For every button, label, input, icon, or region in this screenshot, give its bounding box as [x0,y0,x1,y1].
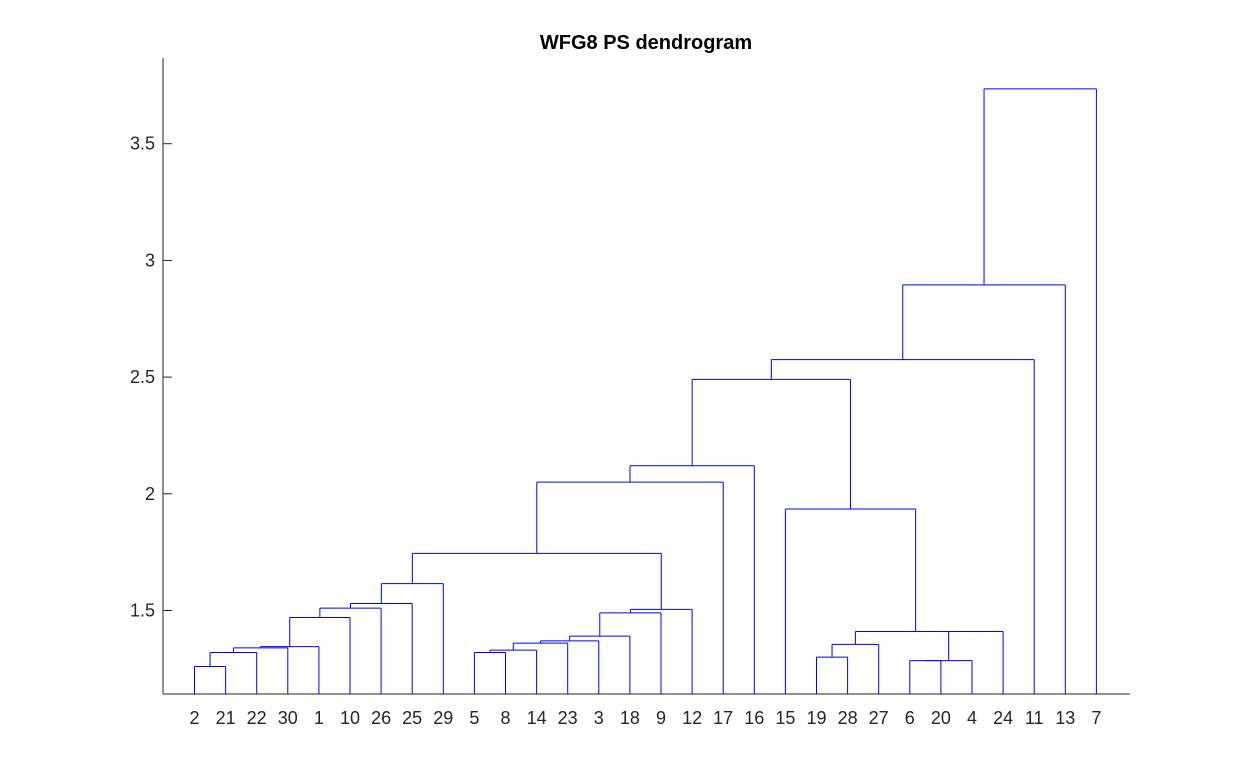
x-tick-label: 7 [1091,708,1101,728]
dendrogram-links [194,88,1097,694]
x-tick-label: 23 [558,708,578,728]
x-tick-label: 18 [620,708,640,728]
x-tick-label: 16 [744,708,764,728]
x-tick-label: 30 [278,708,298,728]
x-tick-label: 27 [869,708,889,728]
x-tick-label: 10 [340,708,360,728]
x-tick-label: 3 [594,708,604,728]
y-tick-labels: 1.5 2 2.5 3 3.5 [130,134,172,621]
chart-title: WFG8 PS dendrogram [540,32,752,54]
x-tick-label: 2 [189,708,199,728]
x-tick-label: 26 [371,708,391,728]
x-tick-label: 11 [1025,708,1044,728]
x-tick-label: 4 [967,708,977,728]
x-tick-label: 29 [433,708,453,728]
x-tick-label: 28 [838,708,858,728]
x-tick-label: 12 [682,708,702,728]
x-tick-label: 21 [216,708,236,728]
x-tick-label: 9 [656,708,666,728]
axes [162,58,1130,695]
y-tick-label: 3.5 [130,134,155,154]
y-tick-label: 3 [145,250,155,270]
x-tick-label: 13 [1055,708,1075,728]
x-tick-label: 8 [500,708,510,728]
x-tick-label: 5 [469,708,479,728]
x-tick-label: 14 [527,708,547,728]
y-tick-label: 2 [145,484,155,504]
x-tick-label: 17 [713,708,733,728]
y-tick-label: 2.5 [130,367,155,387]
x-tick-label: 6 [905,708,915,728]
x-tick-label: 1 [314,708,324,728]
x-tick-label: 22 [247,708,267,728]
x-tick-label: 25 [402,708,422,728]
x-tick-label: 15 [775,708,795,728]
x-tick-label: 20 [931,708,951,728]
x-tick-label: 19 [806,708,826,728]
y-tick-label: 1.5 [130,601,155,621]
x-tick-label: 24 [993,708,1013,728]
x-tick-labels: 2 21 22 30 1 10 26 25 29 5 8 14 23 3 18 9 12 17 16 15 19 28 27… [189,708,1101,728]
